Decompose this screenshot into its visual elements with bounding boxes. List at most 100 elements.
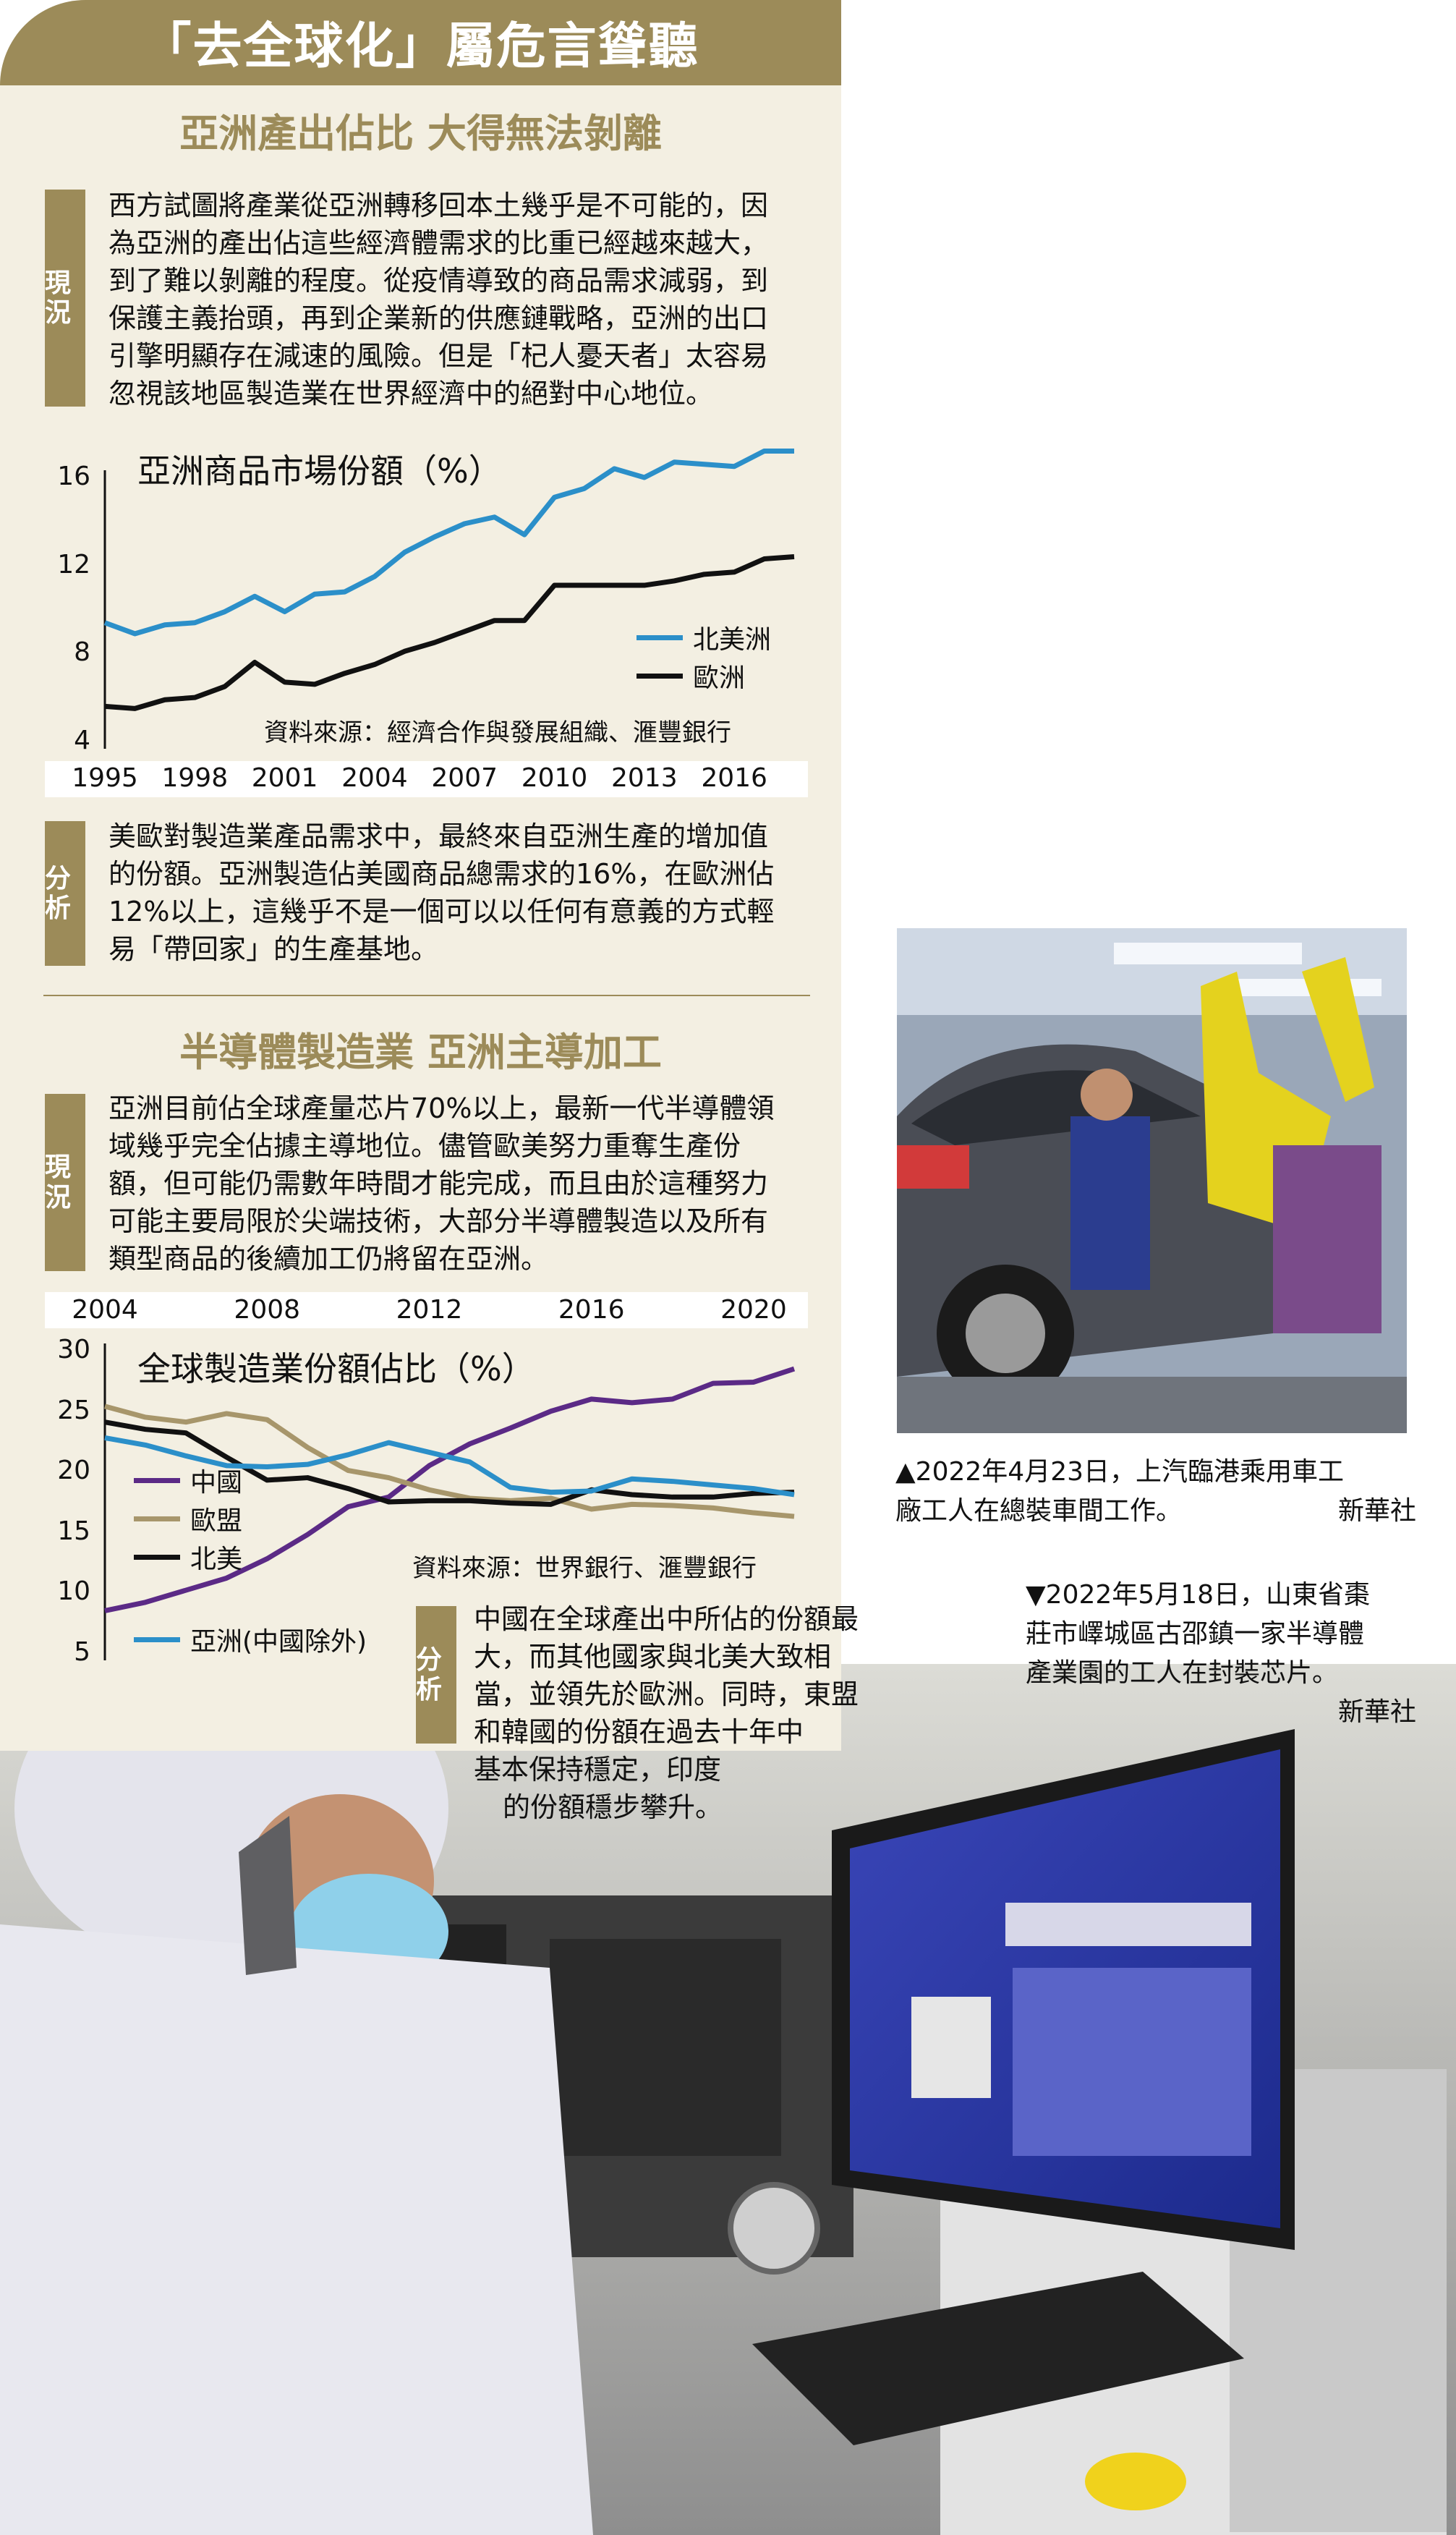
photo-credit: 新華社 xyxy=(1337,1697,1416,1727)
y-tick-label: 30 xyxy=(57,1335,90,1364)
x-tick-label: 1995 xyxy=(72,763,138,793)
text-line: 可能主要局限於尖端技術，大部分半導體製造以及所有 xyxy=(108,1205,769,1237)
text-line: 的份額穩步攀升。 xyxy=(503,1791,723,1823)
section-divider xyxy=(43,995,810,996)
series-line-1 xyxy=(104,554,795,711)
chart2-legend-asia-ex-china: 亞洲(中國除外) xyxy=(134,1621,367,1658)
chart1-title: 亞洲商品市場份額（%） xyxy=(137,451,502,491)
series-line-0 xyxy=(103,449,794,637)
y-tick-label: 10 xyxy=(57,1576,90,1607)
caption-line: ▲2022年4月23日，上汽臨港乘用車工 xyxy=(895,1457,1345,1487)
article-panel: 「去全球化」屬危言聳聽 亞洲產出佔比 大得無法剝離 現況 西方試圖將產業從亞洲轉… xyxy=(0,0,859,1823)
text-line: 易「帶回家」的生產基地。 xyxy=(108,933,439,965)
section2-title: 半導體製造業 亞洲主導加工 xyxy=(179,1029,662,1075)
text-line: 保護主義抬頭，再到企業新的供應鏈戰略，亞洲的出口 xyxy=(108,302,769,334)
y-tick-label: 8 xyxy=(74,637,90,668)
car-assembly-illustration xyxy=(897,928,1407,1433)
chart2-legend-china: 中國 xyxy=(134,1461,242,1499)
tag-char: 分析 xyxy=(45,863,72,923)
x-tick-label: 2013 xyxy=(611,763,678,793)
legend-swatch xyxy=(134,1516,180,1521)
chart1-legend-north-america: 北美洲 xyxy=(637,619,771,656)
text-line: 類型商品的後續加工仍將留在亞洲。 xyxy=(108,1243,549,1275)
y-tick-label: 12 xyxy=(57,549,90,579)
caption-line: 產業園的工人在封裝芯片。 xyxy=(1026,1658,1339,1688)
caption-line-with-credit: 廠工人在總裝車間工作。 新華社 xyxy=(895,1492,1416,1531)
semiconductor-photo-caption: ▼2022年5月18日，山東省棗 莊市嶧城區古邵鎮一家半導體 產業園的工人在封裝… xyxy=(1026,1576,1416,1732)
x-tick-label: 2008 xyxy=(234,1295,301,1325)
section2-status-tag: 現況 xyxy=(45,1094,85,1271)
x-tick-label: 2016 xyxy=(701,763,767,793)
y-tick-label: 25 xyxy=(57,1395,90,1425)
x-tick-label: 2007 xyxy=(431,763,498,793)
series-line-1 xyxy=(104,1404,795,1519)
caption-line: 廠工人在總裝車間工作。 xyxy=(895,1496,1183,1526)
text-line: 美歐對製造業產品需求中，最終來自亞洲生產的增加值 xyxy=(108,820,769,852)
legend-label: 北美 xyxy=(190,1545,243,1574)
text-line: 額，但可能仍需數年時間才能完成，而且由於這種努力 xyxy=(108,1168,769,1199)
section1-title: 亞洲產出佔比 大得無法剝離 xyxy=(179,111,662,156)
photo-credit: 新華社 xyxy=(1337,1496,1416,1526)
y-tick-label: 20 xyxy=(57,1456,90,1486)
x-tick-label: 2004 xyxy=(72,1295,138,1325)
chart1-x-axis-band xyxy=(45,761,808,797)
chart2-global-manufacturing-share xyxy=(103,1343,796,1660)
series-line-3 xyxy=(104,1435,795,1498)
legend-label: 歐洲 xyxy=(693,663,746,693)
text-line: 基本保持穩定，印度 xyxy=(474,1754,722,1785)
caption-line: 莊市嶧城區古邵鎮一家半導體 xyxy=(1026,1619,1365,1649)
text-line: 的份額。亞洲製造佔美國商品總需求的16%，在歐洲佔 xyxy=(108,858,775,890)
section2-analysis-tag: 分析 xyxy=(416,1606,456,1744)
section2-analysis-text: 中國在全球產出中所佔的份額最 大，而其他國家與北美大致相 當，並領先於歐洲。同時… xyxy=(474,1600,893,1826)
legend-label: 歐盟 xyxy=(190,1506,243,1536)
text-line: 當，並領先於歐洲。同時，東盟 xyxy=(474,1678,859,1710)
y-tick-label: 4 xyxy=(74,726,90,755)
text-line: 中國在全球產出中所佔的份額最 xyxy=(474,1603,859,1635)
legend-swatch xyxy=(134,1636,180,1642)
legend-label: 中國 xyxy=(190,1468,243,1498)
chart2-source: 資料來源：世界銀行、滙豐銀行 xyxy=(412,1554,757,1583)
text-line: 12%以上，這幾乎不是一個可以以任何有意義的方式輕 xyxy=(108,896,775,927)
y-tick-label: 5 xyxy=(74,1637,90,1667)
x-tick-label: 2012 xyxy=(396,1295,463,1325)
x-tick-label: 2001 xyxy=(251,763,318,793)
legend-label: 亞洲(中國除外) xyxy=(190,1627,367,1657)
legend-swatch xyxy=(134,1477,180,1483)
x-tick-label: 2020 xyxy=(720,1295,787,1325)
text-line: 到了難以剝離的程度。從疫情導致的商品需求減弱，到 xyxy=(108,265,769,297)
section1-analysis-text: 美歐對製造業產品需求中，最終來自亞洲生產的增加值 的份額。亞洲製造佔美國商品總需… xyxy=(108,818,814,968)
chart2-x-axis-band xyxy=(45,1292,808,1328)
main-title: 「去全球化」屬危言聳聽 xyxy=(142,18,699,75)
legend-swatch xyxy=(637,673,683,679)
text-line: 引擎明顯存在減速的風險。但是「杞人憂天者」太容易 xyxy=(108,340,769,372)
text-line: 和韓國的份額在過去十年中 xyxy=(474,1716,804,1748)
chart2-legend-eu: 歐盟 xyxy=(134,1500,242,1537)
section1-analysis-tag: 分析 xyxy=(45,821,85,966)
x-tick-label: 2010 xyxy=(521,763,588,793)
title-bar: 「去全球化」屬危言聳聽 xyxy=(0,0,841,85)
tag-char: 分析 xyxy=(416,1644,443,1704)
legend-label: 北美洲 xyxy=(693,625,772,655)
text-line: 為亞洲的產出佔這些經濟體需求的比重已經越來越大， xyxy=(108,227,769,259)
text-line: 域幾乎完全佔據主導地位。儘管歐美努力重奪生產份 xyxy=(108,1130,741,1162)
caption-line: ▼2022年5月18日，山東省棗 xyxy=(1026,1580,1371,1610)
chart2-legend-north-america: 北美 xyxy=(134,1538,242,1576)
y-tick-label: 16 xyxy=(57,462,90,491)
legend-swatch xyxy=(637,634,683,640)
section2-status-text: 亞洲目前佔全球產量芯片70%以上，最新一代半導體領 域幾乎完全佔據主導地位。儘管… xyxy=(108,1090,814,1278)
tag-char: 現況 xyxy=(45,268,72,328)
text-line: 大，而其他國家與北美大致相 xyxy=(474,1641,832,1673)
text-line: 西方試圖將產業從亞洲轉移回本土幾乎是不可能的，因 xyxy=(108,190,769,221)
car-factory-photo xyxy=(897,928,1407,1433)
chart1-legend-europe: 歐洲 xyxy=(637,657,745,695)
text-line: 亞洲目前佔全球產量芯片70%以上，最新一代半導體領 xyxy=(108,1092,775,1124)
y-tick-label: 15 xyxy=(57,1516,90,1546)
chart1-source: 資料來源：經濟合作與發展組織、滙豐銀行 xyxy=(264,718,731,747)
tag-char: 現況 xyxy=(45,1152,72,1213)
x-tick-label: 2004 xyxy=(341,763,408,793)
legend-swatch xyxy=(134,1554,180,1560)
car-photo-caption: ▲2022年4月23日，上汽臨港乘用車工 廠工人在總裝車間工作。 新華社 xyxy=(895,1453,1416,1531)
x-tick-label: 1998 xyxy=(161,763,229,793)
x-tick-label: 2016 xyxy=(558,1295,625,1325)
section1-status-tag: 現況 xyxy=(45,190,85,407)
